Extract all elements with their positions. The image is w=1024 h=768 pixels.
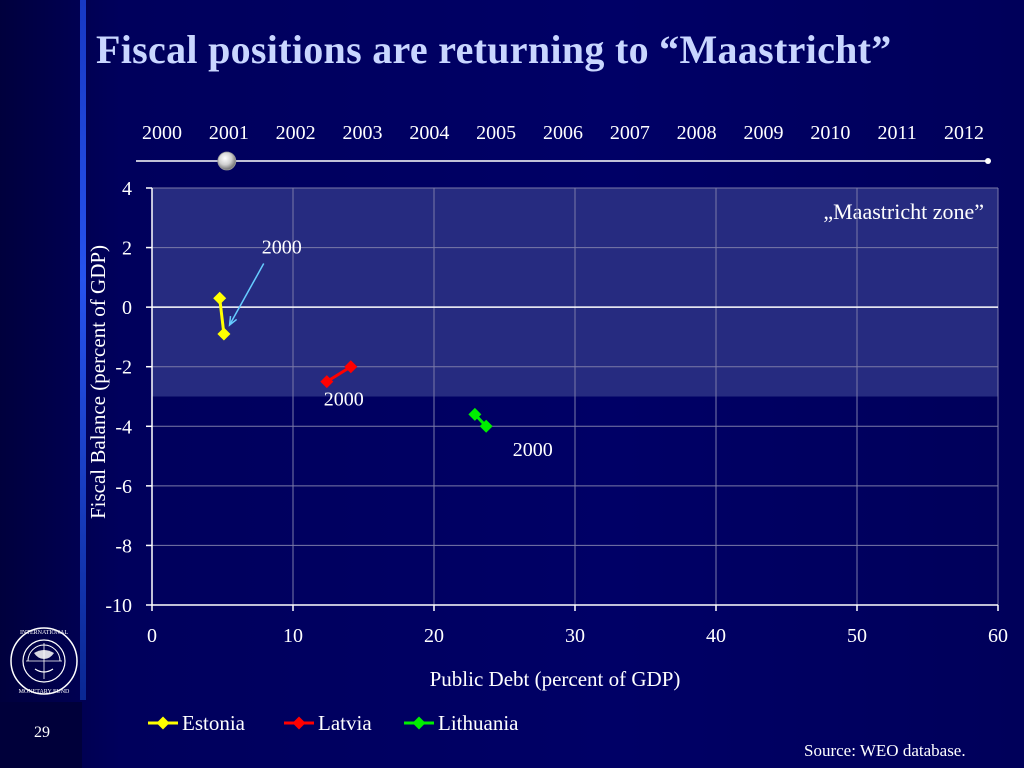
y-tick-label: -4 <box>115 416 132 438</box>
x-tick-label: 0 <box>147 625 157 647</box>
chart-grid <box>152 187 999 605</box>
x-tick-label: 50 <box>847 625 867 647</box>
x-tick-label: 30 <box>565 625 585 647</box>
y-tick-label: -2 <box>115 357 132 379</box>
timeline-year-label[interactable]: 2002 <box>276 122 316 144</box>
maastricht-zone-label: „Maastricht zone” <box>823 199 984 224</box>
annotation-label: 2000 <box>513 439 553 461</box>
y-tick-label: 0 <box>122 297 132 319</box>
timeline[interactable]: 2000 2001 2002 2003 2004 2005 2006 2007 2008 2009… <box>136 122 991 171</box>
y-tick-label: -8 <box>115 535 132 557</box>
series-line-estonia <box>218 298 226 335</box>
legend-marker-latvia <box>292 716 306 730</box>
legend-label-estonia: Estonia <box>182 711 246 735</box>
timeline-year-label[interactable]: 2001 <box>209 122 249 144</box>
timeline-year-label[interactable]: 2009 <box>744 122 784 144</box>
data-point-estonia <box>217 327 231 341</box>
data-point-estonia <box>213 291 227 305</box>
chart-legend: Estonia Latvia Lithuania <box>148 711 519 735</box>
legend-label-lithuania: Lithuania <box>438 711 519 735</box>
timeline-year-label[interactable]: 2004 <box>409 122 449 144</box>
timeline-year-label[interactable]: 2007 <box>610 122 650 144</box>
legend-marker-lithuania <box>412 716 426 730</box>
timeline-end-dot <box>985 158 991 164</box>
y-tick-label: -6 <box>115 476 132 498</box>
source-note: Source: WEO database. <box>804 741 966 760</box>
legend-marker-estonia <box>156 716 170 730</box>
x-tick-label: 10 <box>283 625 303 647</box>
chart-series <box>213 291 493 433</box>
data-point-latvia <box>320 375 334 389</box>
timeline-year-label[interactable]: 2012 <box>944 122 984 144</box>
timeline-year-label[interactable]: 2003 <box>343 122 383 144</box>
x-tick-label: 20 <box>424 625 444 647</box>
page-number: 29 <box>34 724 50 741</box>
annotation-arrowhead <box>228 315 238 327</box>
data-point-lithuania <box>479 419 493 433</box>
timeline-year-label[interactable]: 2008 <box>677 122 717 144</box>
timeline-year-label[interactable]: 2006 <box>543 122 583 144</box>
data-point-lithuania <box>468 407 482 421</box>
annotation-label: 2000 <box>262 237 302 259</box>
slide-accent-bar <box>80 0 86 700</box>
y-tick-label: 2 <box>122 238 132 260</box>
timeline-year-label[interactable]: 2000 <box>142 122 182 144</box>
svg-text:MONETARY FUND: MONETARY FUND <box>19 689 70 695</box>
timeline-year-label[interactable]: 2005 <box>476 122 516 144</box>
x-tick-label: 40 <box>706 625 726 647</box>
annotation-label: 2000 <box>324 388 364 410</box>
y-axis-title: Fiscal Balance (percent of GDP) <box>86 245 110 519</box>
y-tick-label: -10 <box>105 595 132 617</box>
slide-title: Fiscal positions are returning to “Maast… <box>96 27 892 72</box>
timeline-year-label[interactable]: 2011 <box>878 122 917 144</box>
y-tick-label: 4 <box>122 178 132 200</box>
chart-annotations: 2000 2000 2000 <box>228 237 553 461</box>
legend-label-latvia: Latvia <box>318 711 372 735</box>
imf-seal-logo: INTERNATIONAL MONETARY FUND <box>10 627 78 695</box>
page-number-box: 29 <box>0 702 82 768</box>
svg-text:INTERNATIONAL: INTERNATIONAL <box>20 630 68 636</box>
x-tick-label: 60 <box>988 625 1008 647</box>
annotation-arrow <box>228 263 265 326</box>
timeline-slider-knob[interactable] <box>217 151 237 171</box>
x-axis-title: Public Debt (percent of GDP) <box>430 667 681 691</box>
timeline-year-label[interactable]: 2010 <box>810 122 850 144</box>
data-point-latvia <box>344 360 358 374</box>
